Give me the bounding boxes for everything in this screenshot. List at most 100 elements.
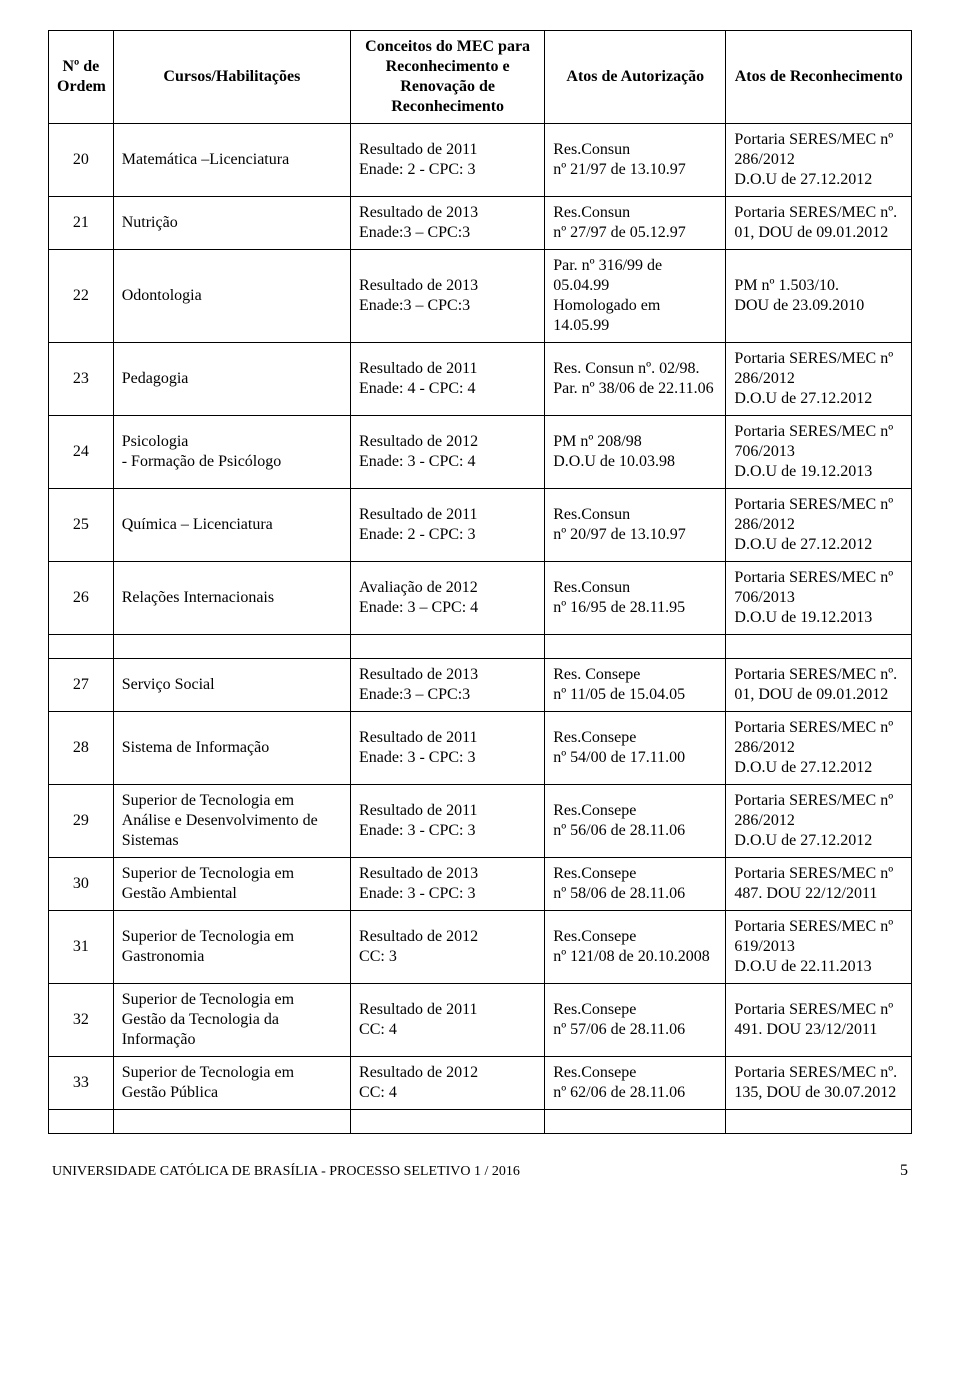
- table-row: 29Superior de Tecnologia em Análise e De…: [49, 785, 912, 858]
- table-row: 31Superior de Tecnologia em GastronomiaR…: [49, 911, 912, 984]
- cell-conceitos: Resultado de 2011Enade: 3 - CPC: 3: [351, 712, 545, 785]
- cell-ordem: 23: [49, 343, 114, 416]
- cell-ordem: 30: [49, 858, 114, 911]
- header-conceitos: Conceitos do MEC para Reconhecimento e R…: [351, 31, 545, 124]
- spacer-cell: [113, 635, 350, 659]
- cell-conceitos: Resultado de 2013Enade:3 – CPC:3: [351, 197, 545, 250]
- table-row: 24Psicologia - Formação de PsicólogoResu…: [49, 416, 912, 489]
- cell-conceitos: Resultado de 2012CC: 4: [351, 1057, 545, 1110]
- cell-reconhecimento: Portaria SERES/MEC nº. 01, DOU de 09.01.…: [726, 197, 912, 250]
- cell-curso: Superior de Tecnologia em Gastronomia: [113, 911, 350, 984]
- spacer-cell: [49, 1110, 114, 1134]
- cell-reconhecimento: Portaria SERES/MEC nº 286/2012D.O.U de 2…: [726, 712, 912, 785]
- header-reconhecimento: Atos de Reconhecimento: [726, 31, 912, 124]
- cell-autorizacao: Res. Consepenº 11/05 de 15.04.05: [545, 659, 726, 712]
- cell-ordem: 27: [49, 659, 114, 712]
- cell-reconhecimento: Portaria SERES/MEC nº 491. DOU 23/12/201…: [726, 984, 912, 1057]
- cell-reconhecimento: Portaria SERES/MEC nº 706/2013D.O.U de 1…: [726, 562, 912, 635]
- cell-curso: Serviço Social: [113, 659, 350, 712]
- cell-reconhecimento: Portaria SERES/MEC nº. 135, DOU de 30.07…: [726, 1057, 912, 1110]
- cell-autorizacao: Res.Consepenº 121/08 de 20.10.2008: [545, 911, 726, 984]
- cell-reconhecimento: Portaria SERES/MEC nº. 01, DOU de 09.01.…: [726, 659, 912, 712]
- cell-reconhecimento: Portaria SERES/MEC nº 286/2012D.O.U de 2…: [726, 785, 912, 858]
- cell-conceitos: Resultado de 2011Enade: 2 - CPC: 3: [351, 124, 545, 197]
- spacer-cell: [545, 1110, 726, 1134]
- cell-curso: Psicologia - Formação de Psicólogo: [113, 416, 350, 489]
- table-row: 32Superior de Tecnologia em Gestão da Te…: [49, 984, 912, 1057]
- cell-curso: Pedagogia: [113, 343, 350, 416]
- cell-autorizacao: Par. nº 316/99 de 05.04.99Homologado em …: [545, 250, 726, 343]
- cell-ordem: 24: [49, 416, 114, 489]
- cell-conceitos: Resultado de 2011CC: 4: [351, 984, 545, 1057]
- cell-autorizacao: Res.Consepenº 56/06 de 28.11.06: [545, 785, 726, 858]
- cell-reconhecimento: Portaria SERES/MEC nº 706/2013D.O.U de 1…: [726, 416, 912, 489]
- table-header-row: Nº de Ordem Cursos/Habilitações Conceito…: [49, 31, 912, 124]
- cell-conceitos: Resultado de 2012CC: 3: [351, 911, 545, 984]
- cell-ordem: 31: [49, 911, 114, 984]
- spacer-cell: [545, 635, 726, 659]
- footer-page-number: 5: [900, 1162, 908, 1180]
- cell-autorizacao: Res.Consunnº 27/97 de 05.12.97: [545, 197, 726, 250]
- cell-conceitos: Resultado de 2012Enade: 3 - CPC: 4: [351, 416, 545, 489]
- cell-reconhecimento: Portaria SERES/MEC nº 286/2012D.O.U de 2…: [726, 124, 912, 197]
- table-row: 28Sistema de InformaçãoResultado de 2011…: [49, 712, 912, 785]
- cell-curso: Química – Licenciatura: [113, 489, 350, 562]
- header-cursos: Cursos/Habilitações: [113, 31, 350, 124]
- spacer-cell: [726, 1110, 912, 1134]
- cell-autorizacao: Res.Consunnº 21/97 de 13.10.97: [545, 124, 726, 197]
- cell-ordem: 26: [49, 562, 114, 635]
- cell-autorizacao: Res.Consunnº 16/95 de 28.11.95: [545, 562, 726, 635]
- header-ordem: Nº de Ordem: [49, 31, 114, 124]
- spacer-row: [49, 635, 912, 659]
- cell-curso: Superior de Tecnologia em Gestão Pública: [113, 1057, 350, 1110]
- cell-ordem: 25: [49, 489, 114, 562]
- spacer-cell: [726, 635, 912, 659]
- cell-curso: Superior de Tecnologia em Gestão Ambient…: [113, 858, 350, 911]
- page: Nº de Ordem Cursos/Habilitações Conceito…: [0, 0, 960, 1204]
- cell-autorizacao: Res.Consunnº 20/97 de 13.10.97: [545, 489, 726, 562]
- cell-conceitos: Resultado de 2013Enade:3 – CPC:3: [351, 659, 545, 712]
- cell-ordem: 22: [49, 250, 114, 343]
- cell-conceitos: Resultado de 2011Enade: 4 - CPC: 4: [351, 343, 545, 416]
- cell-conceitos: Resultado de 2011Enade: 3 - CPC: 3: [351, 785, 545, 858]
- cell-autorizacao: Res.Consepenº 62/06 de 28.11.06: [545, 1057, 726, 1110]
- cell-reconhecimento: Portaria SERES/MEC nº 487. DOU 22/12/201…: [726, 858, 912, 911]
- cell-reconhecimento: Portaria SERES/MEC nº 286/2012D.O.U de 2…: [726, 343, 912, 416]
- table-row: 23PedagogiaResultado de 2011Enade: 4 - C…: [49, 343, 912, 416]
- cell-curso: Relações Internacionais: [113, 562, 350, 635]
- cell-reconhecimento: Portaria SERES/MEC nº 286/2012D.O.U de 2…: [726, 489, 912, 562]
- spacer-cell: [49, 635, 114, 659]
- table-body: 20Matemática –LicenciaturaResultado de 2…: [49, 124, 912, 1134]
- cell-curso: Odontologia: [113, 250, 350, 343]
- header-autorizacao: Atos de Autorização: [545, 31, 726, 124]
- cell-curso: Nutrição: [113, 197, 350, 250]
- cell-autorizacao: PM nº 208/98D.O.U de 10.03.98: [545, 416, 726, 489]
- cell-autorizacao: Res.Consepenº 57/06 de 28.11.06: [545, 984, 726, 1057]
- cell-curso: Matemática –Licenciatura: [113, 124, 350, 197]
- cell-conceitos: Resultado de 2013Enade:3 – CPC:3: [351, 250, 545, 343]
- cell-curso: Superior de Tecnologia em Gestão da Tecn…: [113, 984, 350, 1057]
- spacer-cell: [113, 1110, 350, 1134]
- cell-ordem: 33: [49, 1057, 114, 1110]
- page-footer: UNIVERSIDADE CATÓLICA DE BRASÍLIA - PROC…: [48, 1162, 912, 1180]
- spacer-cell: [351, 1110, 545, 1134]
- cell-ordem: 20: [49, 124, 114, 197]
- cell-autorizacao: Res.Consepenº 54/00 de 17.11.00: [545, 712, 726, 785]
- cell-ordem: 28: [49, 712, 114, 785]
- table-row: 21NutriçãoResultado de 2013Enade:3 – CPC…: [49, 197, 912, 250]
- table-row: 27Serviço SocialResultado de 2013Enade:3…: [49, 659, 912, 712]
- table-row: 22OdontologiaResultado de 2013Enade:3 – …: [49, 250, 912, 343]
- cell-autorizacao: Res.Consepenº 58/06 de 28.11.06: [545, 858, 726, 911]
- cell-ordem: 29: [49, 785, 114, 858]
- table-row: 33Superior de Tecnologia em Gestão Públi…: [49, 1057, 912, 1110]
- cell-curso: Superior de Tecnologia em Análise e Dese…: [113, 785, 350, 858]
- table-row: 25Química – LicenciaturaResultado de 201…: [49, 489, 912, 562]
- cell-ordem: 21: [49, 197, 114, 250]
- cell-curso: Sistema de Informação: [113, 712, 350, 785]
- cell-ordem: 32: [49, 984, 114, 1057]
- cell-conceitos: Resultado de 2011Enade: 2 - CPC: 3: [351, 489, 545, 562]
- cell-reconhecimento: PM nº 1.503/10.DOU de 23.09.2010: [726, 250, 912, 343]
- spacer-row: [49, 1110, 912, 1134]
- cell-autorizacao: Res. Consun nº. 02/98. Par. nº 38/06 de …: [545, 343, 726, 416]
- footer-text: UNIVERSIDADE CATÓLICA DE BRASÍLIA - PROC…: [52, 1164, 520, 1180]
